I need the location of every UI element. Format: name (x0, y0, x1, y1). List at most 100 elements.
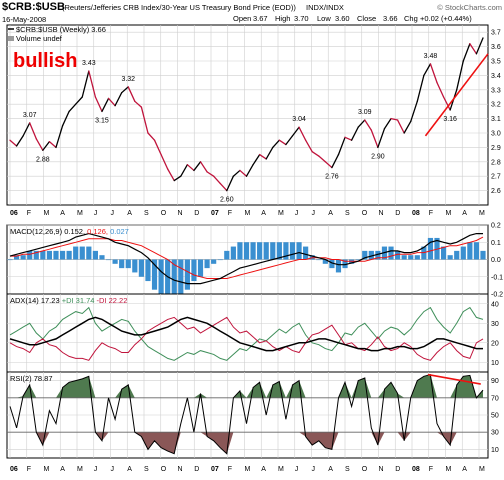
macd-histogram-bar (362, 250, 368, 260)
macd-histogram-bar (53, 250, 59, 260)
macd-histogram-bar (27, 250, 33, 260)
macd-histogram-bar (197, 259, 204, 277)
xtick-label: S (144, 466, 149, 473)
adx-legend-part: -DI 22.22 (97, 296, 128, 305)
xtick-label: S (144, 210, 149, 217)
xtick-label: M (77, 210, 83, 217)
macd-ytick-label: 0.1 (491, 240, 501, 247)
price-segment (134, 100, 143, 108)
macd-histogram-bar (270, 242, 276, 260)
macd-signal-line (10, 236, 484, 279)
price-segment (114, 92, 123, 107)
price-segment (48, 140, 57, 149)
price-segment (88, 70, 97, 98)
macd-histogram-bar (178, 259, 184, 294)
price-segment (9, 139, 18, 147)
xtick-label: D (194, 210, 199, 217)
xtick-label: O (362, 466, 368, 473)
price-ytick-label: 3.6 (491, 44, 501, 51)
macd-histogram-bar (224, 250, 230, 260)
adx-panel: 40 30 20 10 ADX(14) 17.23 +DI 31.74 -DI 22.2… (6, 293, 499, 373)
price-segment (199, 161, 208, 173)
adx-line (9, 316, 483, 352)
low-label: Low (317, 14, 331, 23)
price-segment (213, 175, 221, 185)
adx-ytick-label: 20 (491, 340, 499, 347)
macd-histogram-bar (230, 246, 236, 260)
xtick-label: 07 (211, 466, 219, 473)
xtick-label: 08 (412, 210, 420, 217)
price-segment (357, 119, 366, 128)
macd-legend: MACD(12,26,9) 0.152, 0.126, 0.027 (10, 227, 129, 236)
macd-histogram-bar (237, 242, 243, 260)
adx-legend-part: +DI 31.74 (62, 296, 97, 305)
macd-ytick-label: 0.0 (491, 257, 501, 264)
price-annotation: 3.09 (358, 109, 372, 116)
price-segment (423, 63, 432, 77)
macd-ytick-label: -0.1 (491, 274, 503, 281)
macd-histogram-bar (158, 259, 164, 299)
macd-histogram-bar (289, 242, 296, 260)
chart-exchange: INDX/INDX (306, 3, 344, 12)
xtick-label: J (111, 466, 115, 473)
price-segment (167, 168, 175, 182)
xtick-label: J (312, 210, 316, 217)
macd-histogram-bar (257, 242, 263, 260)
xtick-label: M (77, 466, 83, 473)
xtick-label: A (261, 466, 266, 473)
macd-histogram-bar (395, 250, 401, 260)
xtick-label: A (127, 210, 132, 217)
xtick-label: F (429, 210, 433, 217)
price-segment (364, 119, 372, 131)
macd-histogram-bar (119, 259, 125, 269)
price-annotation: 3.07 (23, 112, 37, 119)
open-value: 3.67 (253, 14, 268, 23)
macd-histogram-bar (414, 255, 420, 260)
price-segment (15, 135, 24, 147)
price-ytick-label: 3.5 (491, 59, 501, 66)
price-segment (101, 97, 110, 113)
xtick-label: A (127, 466, 132, 473)
rsi-ytick-label: 90 (491, 378, 499, 385)
price-segment (383, 117, 392, 130)
price-segment (68, 103, 77, 113)
macd-histogram-bar (427, 237, 434, 260)
xtick-label: M (44, 210, 50, 217)
macd-legend-part: MACD(12,26,9) (10, 227, 64, 236)
price-segment (291, 126, 300, 137)
price-ytick-label: 2.9 (491, 145, 501, 152)
macd-ytick-label: -0.2 (491, 292, 503, 299)
xtick-label: N (379, 466, 384, 473)
macd-line (9, 232, 483, 285)
price-segment (462, 43, 471, 62)
macd-histogram-bar (447, 255, 453, 260)
price-segment (35, 138, 44, 151)
adx-frame (6, 293, 489, 373)
price-annotation: 3.04 (292, 116, 306, 123)
price-segment (121, 86, 129, 94)
price-segment (436, 81, 445, 98)
xtick-label: M (245, 466, 251, 473)
price-annotation: 2.88 (36, 156, 50, 163)
price-segment (456, 60, 464, 91)
price-segment (469, 43, 478, 55)
price-segment (75, 96, 83, 105)
macd-histogram-bar (276, 242, 282, 260)
macd-histogram-bar (243, 242, 250, 260)
price-segment (311, 151, 320, 157)
xtick-label: D (194, 466, 199, 473)
price-segment (193, 161, 202, 172)
macd-histogram-bar (132, 259, 138, 273)
volume-legend-swatch (8, 36, 14, 41)
price-segment (475, 37, 484, 55)
rsi-legend: RSI(2) 78.87 (10, 374, 53, 383)
price-ytick-label: 3.2 (491, 102, 501, 109)
xtick-label: S (345, 466, 350, 473)
macd-histogram-bar (440, 246, 447, 260)
macd-histogram-bar (342, 259, 348, 269)
price-segment (298, 126, 307, 141)
price-ytick-label: 2.6 (491, 188, 501, 195)
chart-header: $CRB:$USB (Reuters/Jefferies CRB Index/3… (2, 1, 502, 24)
macd-histogram-bar (20, 255, 26, 260)
